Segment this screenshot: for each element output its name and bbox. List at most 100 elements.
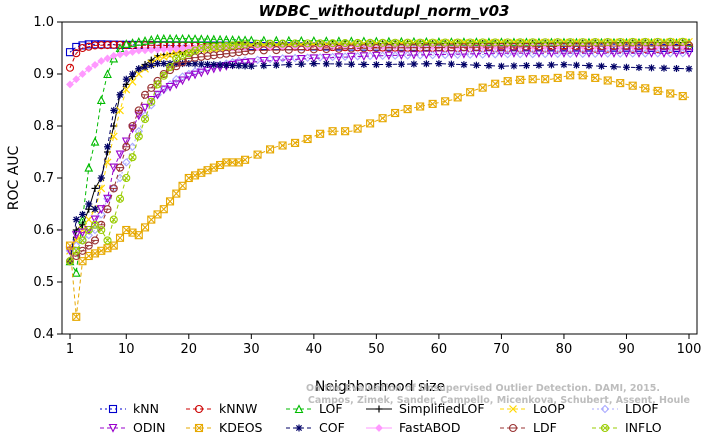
y-axis-label: ROC AUC (6, 145, 22, 210)
point-cof (447, 60, 455, 68)
point-ldf (497, 42, 506, 52)
point-cof (104, 143, 112, 151)
point-kdeos (616, 79, 625, 88)
point-knnw (84, 42, 93, 51)
legend-marker-loop (509, 405, 517, 413)
point-odin (309, 54, 319, 64)
point-cof (322, 60, 330, 68)
point-odin (346, 52, 356, 62)
legend-item-loop: LoOP (500, 401, 565, 416)
legend-item-fastabod: FastABOD (366, 420, 461, 434)
point-kdeos (316, 129, 325, 138)
point-kdeos (178, 181, 187, 190)
point-ldf (259, 46, 268, 55)
point-odin (184, 72, 194, 82)
y-tick-label: 1.0 (33, 15, 54, 30)
x-tick-label: 30 (243, 342, 260, 357)
point-cof (91, 205, 99, 213)
point-inflo (159, 71, 168, 80)
credit-line-2: Campos, Zimek, Sander, Campello, Micenko… (308, 395, 690, 406)
point-inflo (241, 40, 250, 49)
point-cof (147, 61, 155, 69)
point-ldf (284, 45, 293, 54)
point-loop (128, 77, 137, 86)
point-inflo (134, 132, 143, 141)
point-odin (171, 80, 181, 90)
point-cof (229, 61, 237, 69)
point-kdeos (603, 76, 612, 85)
point-cof (597, 62, 605, 70)
point-inflo (197, 43, 206, 53)
credit-line-1: On the Evaluation of Unsupervised Outlie… (306, 383, 660, 394)
point-inflo (591, 38, 600, 47)
y-tick-label: 0.4 (33, 327, 54, 342)
point-ldof (565, 49, 575, 59)
point-inflo (378, 38, 387, 47)
point-loop (116, 106, 124, 115)
point-ldf (103, 205, 112, 214)
point-ldf (140, 90, 150, 99)
point-ldf (109, 184, 118, 193)
legend-label-simplifiedlof: SimplifiedLOF (399, 401, 485, 416)
point-ldf (572, 42, 581, 51)
point-kdeos (341, 127, 350, 136)
point-kdeos (566, 71, 575, 80)
point-odin (165, 82, 175, 92)
point-odin (284, 55, 294, 65)
point-odin (684, 49, 694, 58)
point-lof (171, 33, 181, 43)
point-inflo (278, 39, 287, 48)
point-fastabod (84, 64, 93, 73)
point-cof (285, 61, 293, 69)
point-knnw (90, 41, 100, 50)
point-cof (510, 62, 518, 70)
point-odin (90, 215, 100, 225)
point-lof (128, 38, 137, 47)
point-inflo (616, 37, 625, 47)
point-ldf (597, 42, 606, 51)
point-ldof (315, 53, 325, 62)
point-cof (222, 61, 230, 69)
point-ldf (397, 43, 406, 52)
point-ldof (403, 51, 412, 60)
point-ldf (115, 163, 125, 172)
point-cof (135, 65, 143, 73)
point-knnw (109, 40, 118, 49)
point-ldof (578, 49, 587, 59)
point-fastabod (159, 45, 168, 54)
x-axis-label: Neighborhood size (315, 379, 445, 395)
point-loop (510, 38, 518, 47)
point-odin (190, 70, 200, 80)
point-fastabod (122, 49, 131, 58)
point-ldf (72, 251, 81, 261)
x-tick-label: 20 (181, 342, 198, 357)
x-tick-label: 70 (493, 342, 510, 357)
point-cof (385, 60, 393, 68)
point-inflo (153, 80, 162, 89)
point-inflo (316, 39, 325, 48)
point-odin (371, 51, 381, 61)
point-cof (204, 60, 212, 68)
point-kdeos (478, 83, 487, 92)
point-cof (129, 70, 137, 78)
point-cof (485, 62, 493, 70)
point-loop (560, 38, 568, 47)
point-kdeos (578, 71, 587, 80)
point-ldf (434, 43, 443, 52)
point-ldf (359, 44, 368, 53)
point-lof (71, 267, 81, 277)
point-odin (140, 103, 150, 113)
point-kdeos (303, 134, 312, 144)
point-cof (241, 62, 249, 70)
point-fastabod (78, 70, 87, 78)
point-cof (435, 60, 443, 68)
point-kdeos (591, 73, 600, 82)
point-kdeos (453, 93, 462, 102)
point-cof (360, 60, 368, 68)
point-kdeos (366, 119, 375, 128)
legend-label-knn: kNN (133, 401, 159, 416)
legend-marker-ldof (600, 404, 610, 414)
point-loop (109, 132, 118, 141)
legend-marker-lof (294, 404, 304, 414)
